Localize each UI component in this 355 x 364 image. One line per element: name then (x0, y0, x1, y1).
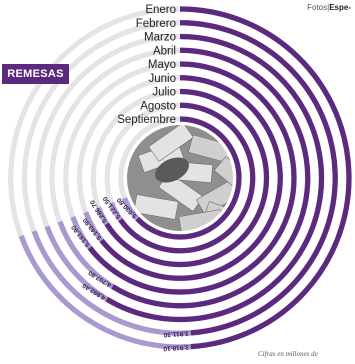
footnote: Cifras en millones de (258, 350, 318, 358)
value-label-1: 3,911.30 (163, 329, 189, 338)
month-label-3: Abril (153, 45, 176, 57)
banknote-7 (214, 156, 234, 198)
hand-shape (155, 157, 189, 183)
value-arc-0 (179, 6, 352, 350)
value-arc-5 (99, 75, 283, 281)
value-arc-1 (179, 20, 338, 336)
photo-credit: Fotos|Espe- (307, 3, 351, 12)
banknote-4 (133, 194, 179, 220)
month-label-7: Agosto (140, 100, 176, 112)
month-label-1: Febrero (136, 18, 176, 30)
value-arc-2 (105, 33, 325, 323)
credit-prefix: Fotos (307, 3, 328, 12)
photo-border (125, 123, 235, 233)
money-photo (125, 123, 235, 233)
value-label-0: 3,918.10 (163, 343, 189, 352)
month-label-6: Julio (152, 87, 176, 99)
value-arc-7 (118, 102, 256, 254)
month-label-2: Marzo (144, 32, 176, 44)
value-arc-3 (111, 47, 311, 309)
banknote-8 (148, 124, 194, 162)
remesas-badge: REMESAS (2, 64, 69, 84)
month-label-4: Mayo (148, 59, 176, 71)
current-series-arcs (87, 6, 352, 350)
month-label-5: Junio (149, 73, 177, 85)
month-label-0: Enero (145, 4, 176, 16)
value-arc-4 (87, 61, 297, 295)
value-arc-6 (104, 88, 270, 268)
month-label-8: Septiembre (117, 114, 176, 126)
value-arc-8 (135, 116, 242, 240)
credit-suffix: Espe- (329, 3, 351, 12)
